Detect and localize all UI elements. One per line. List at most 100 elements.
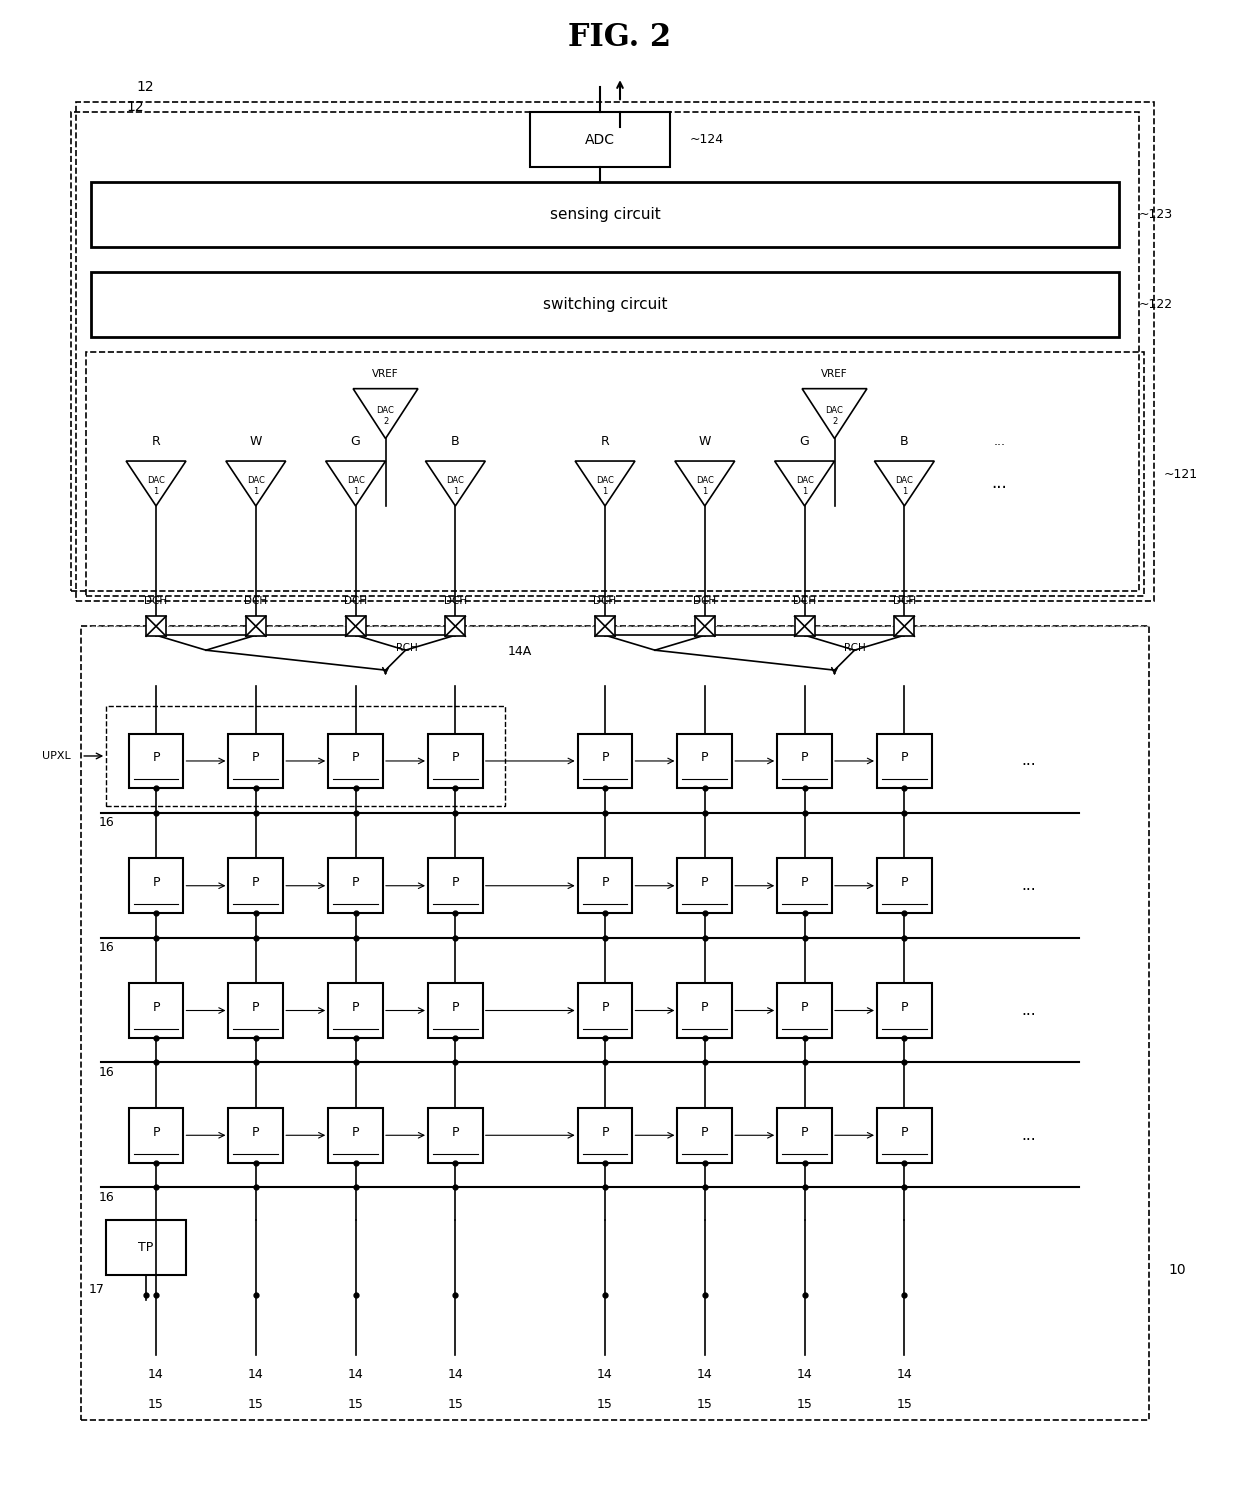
Text: 15: 15 (897, 1399, 913, 1412)
Text: 1: 1 (253, 488, 258, 497)
Text: 15: 15 (448, 1399, 464, 1412)
Text: DAC: DAC (826, 406, 843, 414)
Bar (428, 734, 482, 789)
Bar (877, 734, 931, 789)
Text: 2: 2 (832, 417, 837, 426)
Text: DCH: DCH (343, 596, 367, 607)
Text: P: P (451, 877, 459, 889)
Bar (81, 626, 1148, 1419)
Bar (146, 616, 166, 637)
Text: 16: 16 (98, 1066, 114, 1079)
Bar (677, 734, 733, 789)
Bar (777, 734, 832, 789)
Text: 16: 16 (98, 1191, 114, 1203)
Text: DAC: DAC (596, 476, 614, 485)
Text: ~124: ~124 (689, 133, 724, 146)
Text: 1: 1 (802, 488, 807, 497)
Bar (92, 182, 1118, 248)
Text: P: P (153, 877, 160, 889)
Bar (578, 983, 632, 1038)
Bar (877, 1108, 931, 1163)
Text: P: P (451, 1126, 459, 1139)
Bar (129, 983, 184, 1038)
Text: 14: 14 (797, 1369, 812, 1381)
Bar (329, 983, 383, 1038)
Text: P: P (601, 1126, 609, 1139)
Text: 12: 12 (136, 81, 154, 94)
Bar (346, 616, 366, 637)
Bar (329, 734, 383, 789)
Text: 15: 15 (796, 1399, 812, 1412)
Text: 17: 17 (88, 1284, 104, 1297)
Text: 14: 14 (347, 1369, 363, 1381)
Text: P: P (801, 1126, 808, 1139)
Text: DCH: DCH (594, 596, 616, 607)
Bar (531, 112, 670, 167)
Text: P: P (153, 1000, 160, 1014)
Bar (894, 616, 914, 637)
Text: P: P (900, 877, 908, 889)
Text: P: P (451, 751, 459, 765)
Text: P: P (900, 1000, 908, 1014)
Text: P: P (252, 877, 259, 889)
Text: DCH: DCH (444, 596, 467, 607)
Text: RCH: RCH (396, 643, 417, 653)
Bar (428, 1108, 482, 1163)
Text: DAC: DAC (148, 476, 165, 485)
Bar (595, 616, 615, 637)
Text: 15: 15 (248, 1399, 264, 1412)
Bar (877, 859, 931, 912)
Text: 1: 1 (603, 488, 608, 497)
Text: P: P (801, 751, 808, 765)
Text: ~121: ~121 (1164, 468, 1198, 480)
Bar (228, 734, 283, 789)
Text: B: B (451, 435, 460, 449)
Bar (246, 616, 265, 637)
Text: ...: ... (1022, 1003, 1037, 1018)
Text: 10: 10 (1169, 1263, 1187, 1276)
Text: ...: ... (991, 474, 1007, 492)
Text: P: P (352, 1126, 360, 1139)
Text: 1: 1 (353, 488, 358, 497)
Text: ...: ... (1022, 753, 1037, 768)
Text: P: P (352, 1000, 360, 1014)
Text: 14: 14 (448, 1369, 464, 1381)
Polygon shape (353, 389, 418, 438)
Text: DCH: DCH (244, 596, 268, 607)
Bar (129, 1108, 184, 1163)
Text: W: W (698, 435, 711, 449)
Bar (428, 983, 482, 1038)
Text: sensing circuit: sensing circuit (549, 207, 661, 222)
Text: 12: 12 (126, 100, 144, 115)
Text: P: P (801, 1000, 808, 1014)
Polygon shape (126, 461, 186, 505)
Bar (777, 1108, 832, 1163)
Bar (129, 859, 184, 912)
Text: 15: 15 (598, 1399, 613, 1412)
Text: FIG. 2: FIG. 2 (568, 22, 672, 52)
Text: 15: 15 (148, 1399, 164, 1412)
Bar (228, 859, 283, 912)
Text: ...: ... (1022, 878, 1037, 893)
Text: W: W (249, 435, 262, 449)
Text: P: P (252, 1000, 259, 1014)
Bar (107, 707, 505, 807)
Text: G: G (351, 435, 361, 449)
Text: ...: ... (993, 435, 1006, 449)
Text: 14A: 14A (508, 644, 532, 658)
Text: DCH: DCH (145, 596, 167, 607)
Text: 15: 15 (347, 1399, 363, 1412)
Text: P: P (701, 1000, 708, 1014)
Text: P: P (601, 751, 609, 765)
Text: 14: 14 (697, 1369, 713, 1381)
Text: DAC: DAC (247, 476, 265, 485)
Bar (129, 734, 184, 789)
Text: VREF: VREF (372, 368, 399, 379)
Text: P: P (701, 877, 708, 889)
Text: P: P (252, 1126, 259, 1139)
Text: P: P (352, 751, 360, 765)
Text: P: P (252, 751, 259, 765)
Polygon shape (775, 461, 835, 505)
Bar (228, 983, 283, 1038)
Bar (76, 103, 1153, 601)
